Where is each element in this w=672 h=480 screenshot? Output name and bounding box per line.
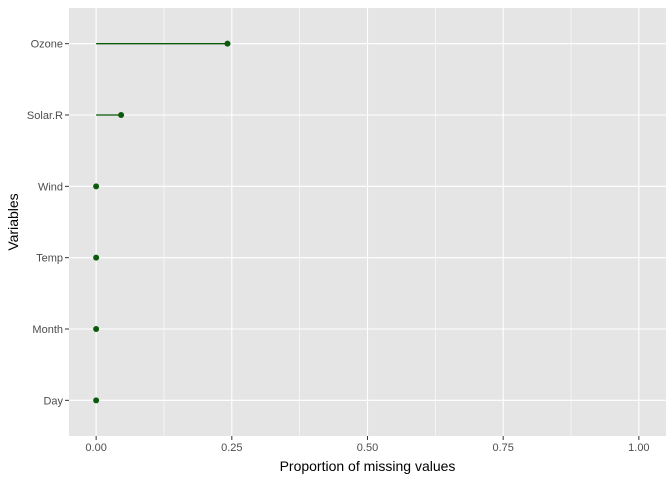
x-axis-title: Proportion of missing values <box>280 458 456 474</box>
x-axis: 0.00 0.25 0.50 0.75 1.00 <box>85 436 650 454</box>
data-marks <box>93 40 231 404</box>
y-tick-label: Month <box>32 324 63 336</box>
lollipop-point <box>118 112 125 118</box>
x-tick-label: 0.50 <box>357 442 378 454</box>
y-tick-label: Temp <box>36 253 63 265</box>
lollipop-point <box>93 326 100 332</box>
lollipop-point <box>93 254 100 261</box>
x-tick-label: 0.75 <box>492 442 513 454</box>
major-gridlines <box>69 8 666 436</box>
y-axis-title: Variables <box>5 193 21 250</box>
lollipop-point <box>224 40 231 47</box>
y-tick-label: Solar.R <box>27 110 63 122</box>
lollipop-point <box>93 397 100 404</box>
x-tick-label: 0.25 <box>221 442 242 454</box>
lollipop-point <box>93 183 100 190</box>
x-tick-label: 0.00 <box>85 442 106 454</box>
y-tick-label: Wind <box>38 181 63 193</box>
y-tick-label: Ozone <box>31 39 63 51</box>
y-axis: Ozone Solar.R Wind Temp Month Day <box>27 39 69 407</box>
y-tick-label: Day <box>43 395 63 407</box>
x-tick-label: 1.00 <box>628 442 649 454</box>
minor-gridlines <box>163 8 572 436</box>
